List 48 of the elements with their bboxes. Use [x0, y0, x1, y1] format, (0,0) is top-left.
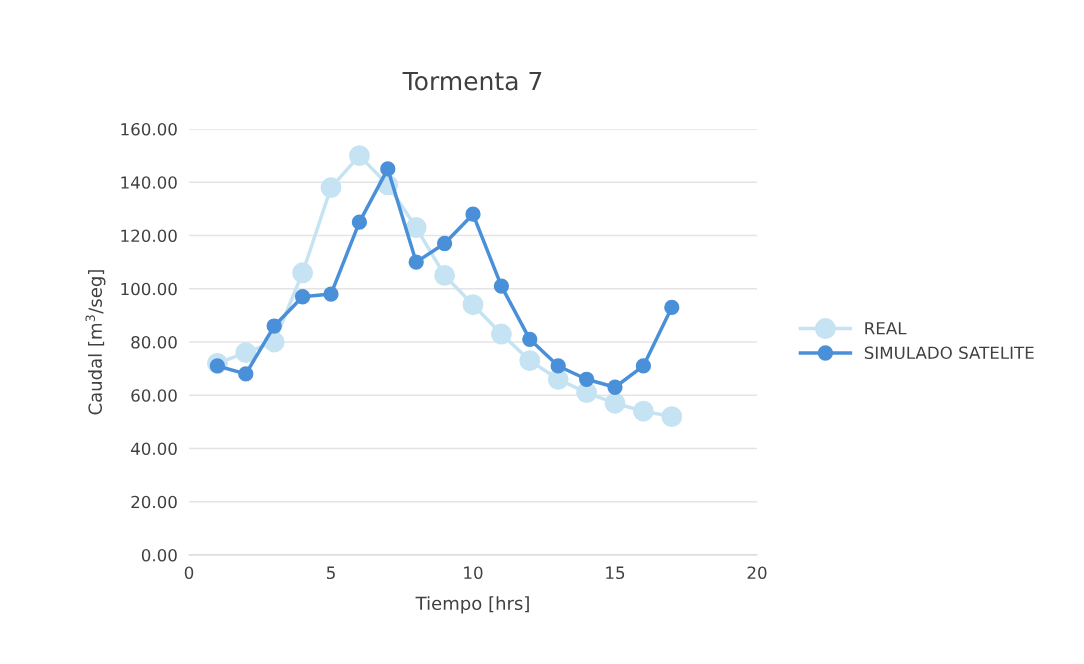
point [292, 262, 314, 284]
y-tick-label: 0.00 [141, 548, 177, 562]
y-tick-label: 80.00 [131, 335, 177, 349]
point [607, 379, 623, 395]
point [519, 350, 541, 372]
point [635, 358, 652, 374]
x-axis-title: Tiempo [hrs] [415, 596, 529, 614]
point [323, 286, 339, 302]
point [604, 392, 626, 414]
point [522, 331, 538, 347]
y-tick-label: 120.00 [121, 229, 177, 243]
y-tick-label: 100.00 [121, 282, 177, 296]
y-tick-label: 20.00 [131, 495, 177, 509]
x-tick-label: 0 [184, 566, 194, 580]
point [578, 371, 595, 387]
point [436, 235, 453, 252]
point [320, 177, 342, 198]
point [462, 294, 484, 316]
point [664, 299, 680, 316]
point [550, 358, 566, 374]
point [209, 358, 226, 374]
point [405, 217, 427, 238]
point [493, 278, 510, 294]
point [661, 406, 683, 427]
point [348, 145, 370, 167]
x-tick-label: 15 [606, 566, 625, 580]
point [632, 400, 654, 422]
point [465, 206, 481, 222]
y-axis-title: Caudal [m$^{3}$/seg] [85, 270, 106, 415]
point [294, 289, 311, 305]
point [408, 254, 424, 270]
y-tick-label: 60.00 [131, 389, 177, 402]
y-tick-label: 40.00 [130, 442, 177, 456]
point [434, 265, 456, 286]
x-tick-label: 20 [747, 566, 767, 580]
point [351, 214, 368, 230]
point [380, 161, 396, 177]
chart-title: Tormenta 7 [402, 71, 542, 91]
legend-label: SIMULADO SATELITE [864, 346, 1034, 360]
legend-label: REAL [865, 322, 907, 335]
y-tick-label: 140.00 [121, 176, 177, 189]
x-tick-label: 10 [464, 566, 483, 580]
y-tick-label: 160.00 [121, 122, 177, 136]
point [235, 342, 257, 364]
point [266, 318, 282, 334]
point [238, 366, 254, 382]
point [490, 323, 512, 345]
x-tick-label: 5 [326, 566, 335, 580]
